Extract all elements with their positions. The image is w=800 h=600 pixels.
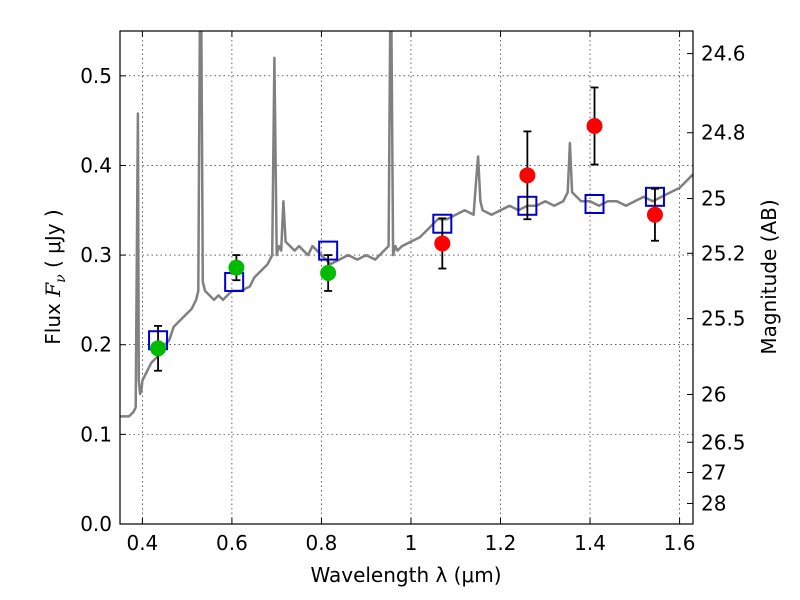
spectrum-line (120, 31, 693, 418)
observed-point (228, 259, 245, 276)
y2-axis-label: Magnitude (AB) (757, 199, 781, 354)
observed-point (646, 206, 663, 223)
x-tick-label: 0.8 (306, 531, 338, 555)
model-square-point (224, 271, 245, 292)
x-tick-label: 1.2 (485, 531, 517, 555)
observed-point (434, 235, 451, 252)
y-axis-label-var: F (41, 282, 65, 298)
y-tick-label: 0.5 (80, 64, 112, 88)
y-axis-label: Flux Fν ( μJy ) (41, 209, 69, 344)
x-axis-label: Wavelength λ (μm) (310, 563, 501, 587)
y2-tick-label: 24.8 (701, 121, 746, 145)
y-tick-label: 0.4 (80, 153, 112, 177)
observed-point (586, 118, 603, 135)
y2-tick-label: 28 (701, 491, 726, 515)
plot-frame (119, 30, 694, 525)
y-tick-label: 0.1 (80, 422, 112, 446)
y2-tick-label: 26.5 (701, 430, 746, 454)
y-tick-label: 0.0 (80, 512, 112, 536)
axes: 0.4 0.6 0.8 1 1.2 1.4 1.6 0.0 0.1 0.2 0.3 0.4 0.5 24.… (80, 31, 746, 555)
y2-tick-label: 25.2 (701, 241, 746, 265)
y2-tick-label: 25 (701, 187, 726, 211)
y-tick-label: 0.3 (80, 243, 112, 267)
grid (120, 31, 693, 525)
observed-point (320, 265, 337, 282)
x-tick-label: 1.6 (664, 531, 696, 555)
x-tick-label: 0.6 (216, 531, 248, 555)
x-tick-label: 0.4 (126, 531, 158, 555)
x-tick-label: 1 (405, 531, 418, 555)
y-axis-label-suffix: ( μJy ) (41, 209, 65, 274)
y2-tick-label: 27 (701, 460, 726, 484)
y-axis-label-sub: ν (53, 274, 69, 283)
y-axis-label-prefix: Flux (41, 297, 65, 345)
model-square-point (584, 193, 605, 214)
x-tick-label: 1.4 (574, 531, 606, 555)
y2-tick-label: 24.6 (701, 42, 746, 66)
y-tick-label: 0.2 (80, 333, 112, 357)
observed-point (519, 167, 536, 184)
y2-tick-label: 25.5 (701, 307, 746, 331)
observed-point (150, 340, 167, 357)
plot-area (120, 31, 693, 418)
y2-tick-label: 26 (701, 382, 726, 406)
